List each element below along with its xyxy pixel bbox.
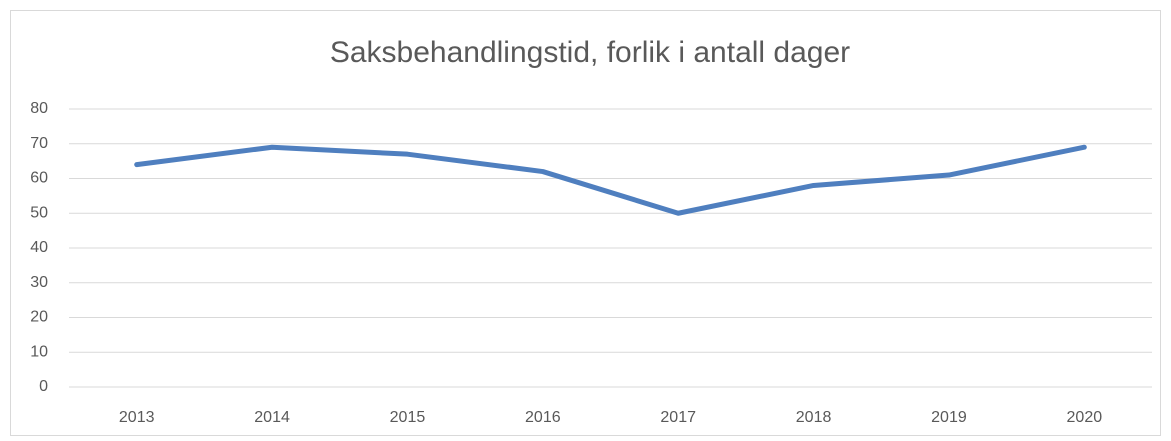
y-tick-label: 60 bbox=[30, 170, 48, 187]
x-tick-label: 2014 bbox=[254, 409, 290, 426]
chart-border bbox=[10, 10, 1161, 436]
y-tick-label: 0 bbox=[39, 378, 48, 395]
chart-title: Saksbehandlingstid, forlik i antall dage… bbox=[330, 36, 850, 69]
y-tick-label: 70 bbox=[30, 135, 48, 152]
x-tick-label: 2017 bbox=[660, 409, 696, 426]
y-tick-label: 30 bbox=[30, 274, 48, 291]
y-tick-label: 80 bbox=[30, 100, 48, 117]
x-tick-label: 2018 bbox=[796, 409, 832, 426]
x-tick-label: 2019 bbox=[931, 409, 967, 426]
data-line bbox=[134, 144, 1087, 216]
x-tick-label: 2013 bbox=[119, 409, 155, 426]
x-tick-label: 2020 bbox=[1067, 409, 1103, 426]
x-tick-label: 2015 bbox=[390, 409, 426, 426]
y-tick-label: 10 bbox=[30, 343, 48, 360]
y-tick-label: 20 bbox=[30, 309, 48, 326]
x-tick-label: 2016 bbox=[525, 409, 561, 426]
y-tick-label: 40 bbox=[30, 239, 48, 256]
y-tick-label: 50 bbox=[30, 204, 48, 221]
